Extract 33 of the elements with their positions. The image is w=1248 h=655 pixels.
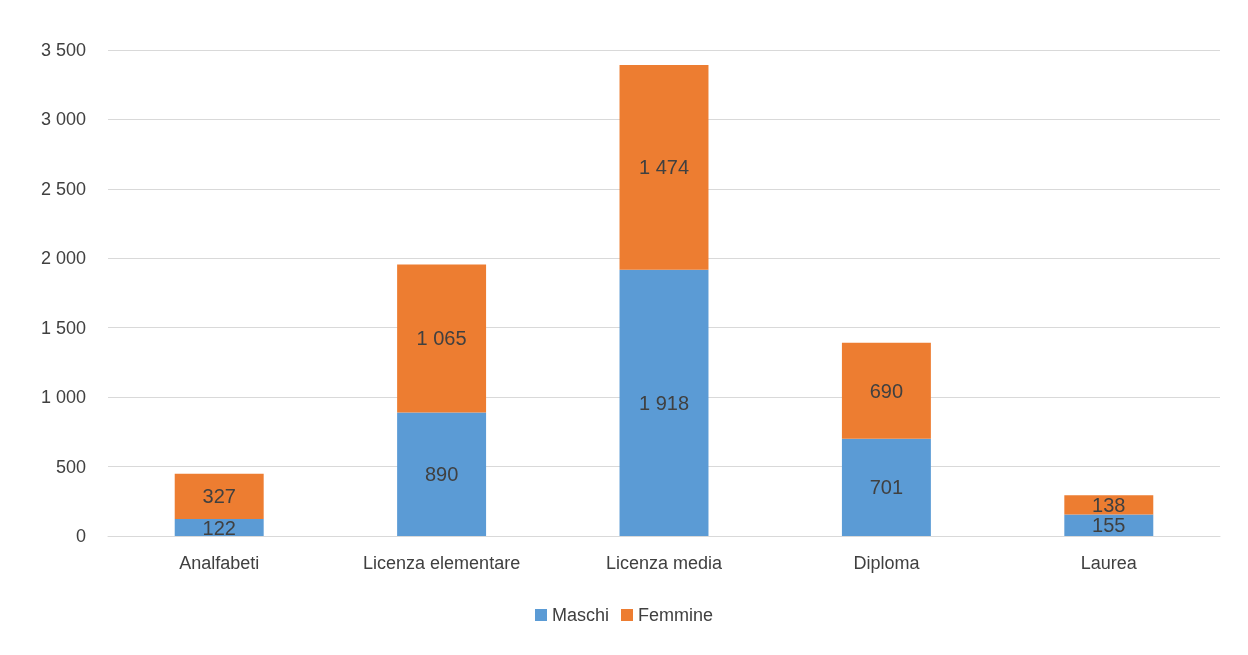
y-tick-label: 1 000	[40, 387, 86, 408]
data-label: 1 474	[638, 156, 690, 179]
y-tick-label: 3 500	[40, 40, 86, 60]
bar	[841, 438, 931, 536]
x-tick-label: Analfabeti	[179, 553, 260, 573]
bar	[619, 65, 709, 270]
y-tick-label: 2 000	[40, 248, 86, 269]
y-tick-label: 500	[55, 456, 86, 477]
data-label: 122	[202, 516, 236, 539]
x-tick-label: Licenza elementare	[363, 553, 521, 573]
data-label: 155	[1092, 514, 1126, 537]
y-tick-label: 2 500	[40, 178, 86, 199]
data-label: 1 065	[416, 327, 467, 350]
x-tick-label: Laurea	[1080, 553, 1138, 573]
data-label: 327	[202, 485, 236, 508]
data-label: 1 918	[638, 391, 690, 414]
y-tick-label: 3 000	[40, 109, 86, 130]
bar	[397, 412, 487, 536]
legend-label: Femmine	[638, 605, 714, 625]
y-tick-label: 1 500	[40, 317, 86, 338]
bar	[174, 473, 264, 520]
data-label: 701	[869, 476, 904, 499]
data-label: 890	[424, 463, 459, 486]
legend-label: Maschi	[551, 605, 609, 625]
x-tick-label: Diploma	[853, 553, 921, 573]
bar	[397, 264, 487, 413]
x-tick-label: Licenza media	[605, 553, 724, 573]
data-label: 138	[1092, 493, 1126, 516]
bar	[841, 342, 931, 439]
data-label: 690	[869, 379, 904, 402]
bar	[1064, 514, 1154, 536]
y-tick-label: 0	[75, 526, 86, 546]
bar	[619, 269, 709, 536]
